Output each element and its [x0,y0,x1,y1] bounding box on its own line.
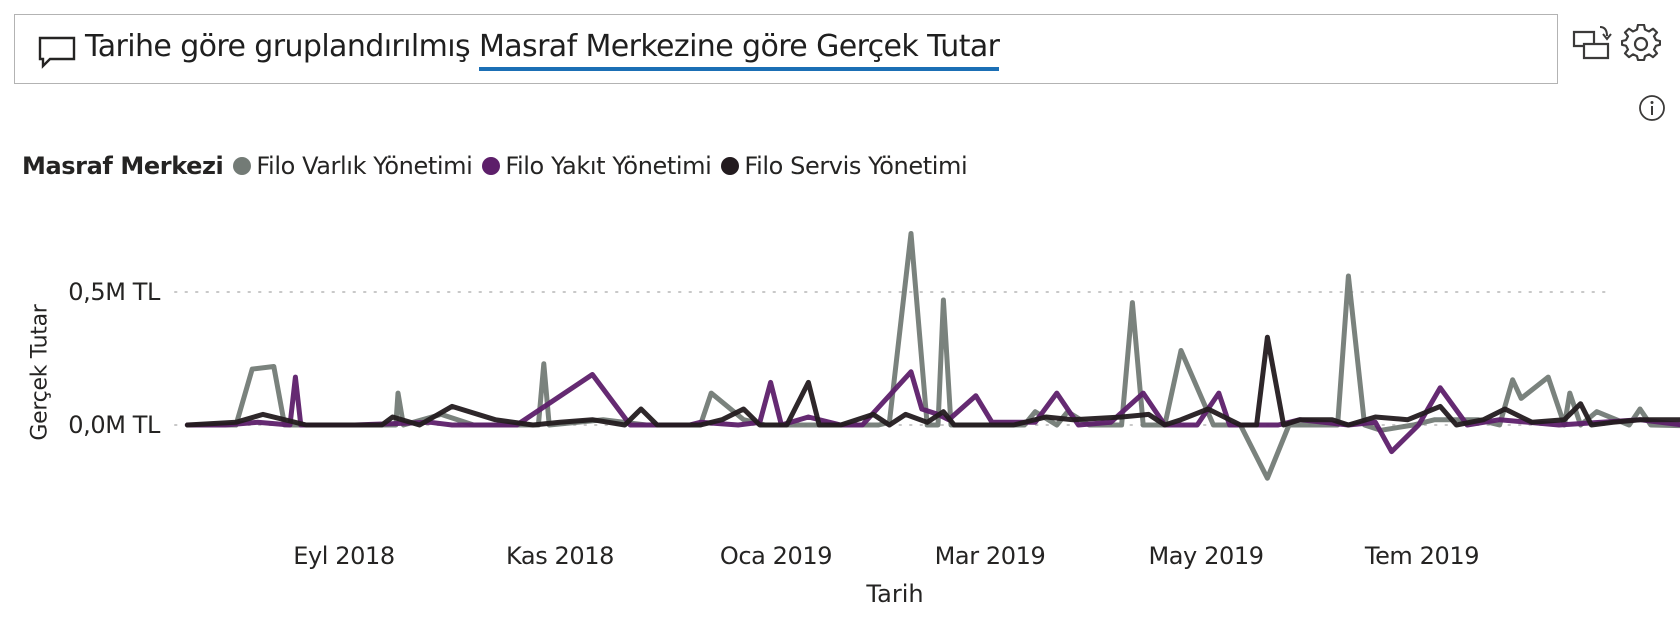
x-tick-label: Oca 2019 [719,542,833,570]
info-icon[interactable] [1638,94,1666,122]
legend-item-filo-varlik[interactable]: Filo Varlık Yönetimi [233,152,473,180]
y-tick-label: 0,0M TL [68,411,160,439]
legend-item-filo-servis[interactable]: Filo Servis Yönetimi [721,152,968,180]
y-tick-label: 0,5M TL [68,278,160,306]
title-prefix: Tarihe göre gruplandırılmış [85,29,479,64]
legend-dot-icon [233,157,252,175]
visual-title: Tarihe göre gruplandırılmış Masraf Merke… [85,29,1000,64]
series-line-2[interactable] [184,334,1680,428]
legend-item-label: Filo Servis Yönetimi [744,152,968,180]
settings-gear-icon[interactable] [1621,24,1661,64]
legend-item-filo-yakit[interactable]: Filo Yakıt Yönetimi [482,152,712,180]
legend-dot-icon [721,157,740,175]
legend-dot-icon [482,157,501,175]
title-highlight-link[interactable]: Masraf Merkezine göre Gerçek Tutar [478,29,1000,64]
visual-title-box[interactable]: Tarihe göre gruplandırılmış Masraf Merke… [14,14,1558,84]
x-tick-label: Kas 2018 [505,542,615,570]
switch-visual-icon[interactable] [1572,24,1612,62]
comment-icon[interactable] [37,35,77,69]
series-lines [184,231,1680,481]
x-axis-title: Tarih [866,580,924,608]
x-tick-label: Mar 2019 [934,542,1046,570]
legend-item-label: Filo Yakıt Yönetimi [505,152,712,180]
series-line-0[interactable] [184,231,1680,481]
series-line-1[interactable] [184,369,1680,455]
x-tick-label: Eyl 2018 [293,542,395,570]
legend-title: Masraf Merkezi [22,152,224,180]
x-tick-label: May 2019 [1148,542,1264,570]
legend-item-label: Filo Varlık Yönetimi [256,152,473,180]
chart-legend: Masraf Merkezi Filo Varlık Yönetimi Filo… [22,152,977,180]
x-tick-label: Tem 2019 [1364,542,1480,570]
